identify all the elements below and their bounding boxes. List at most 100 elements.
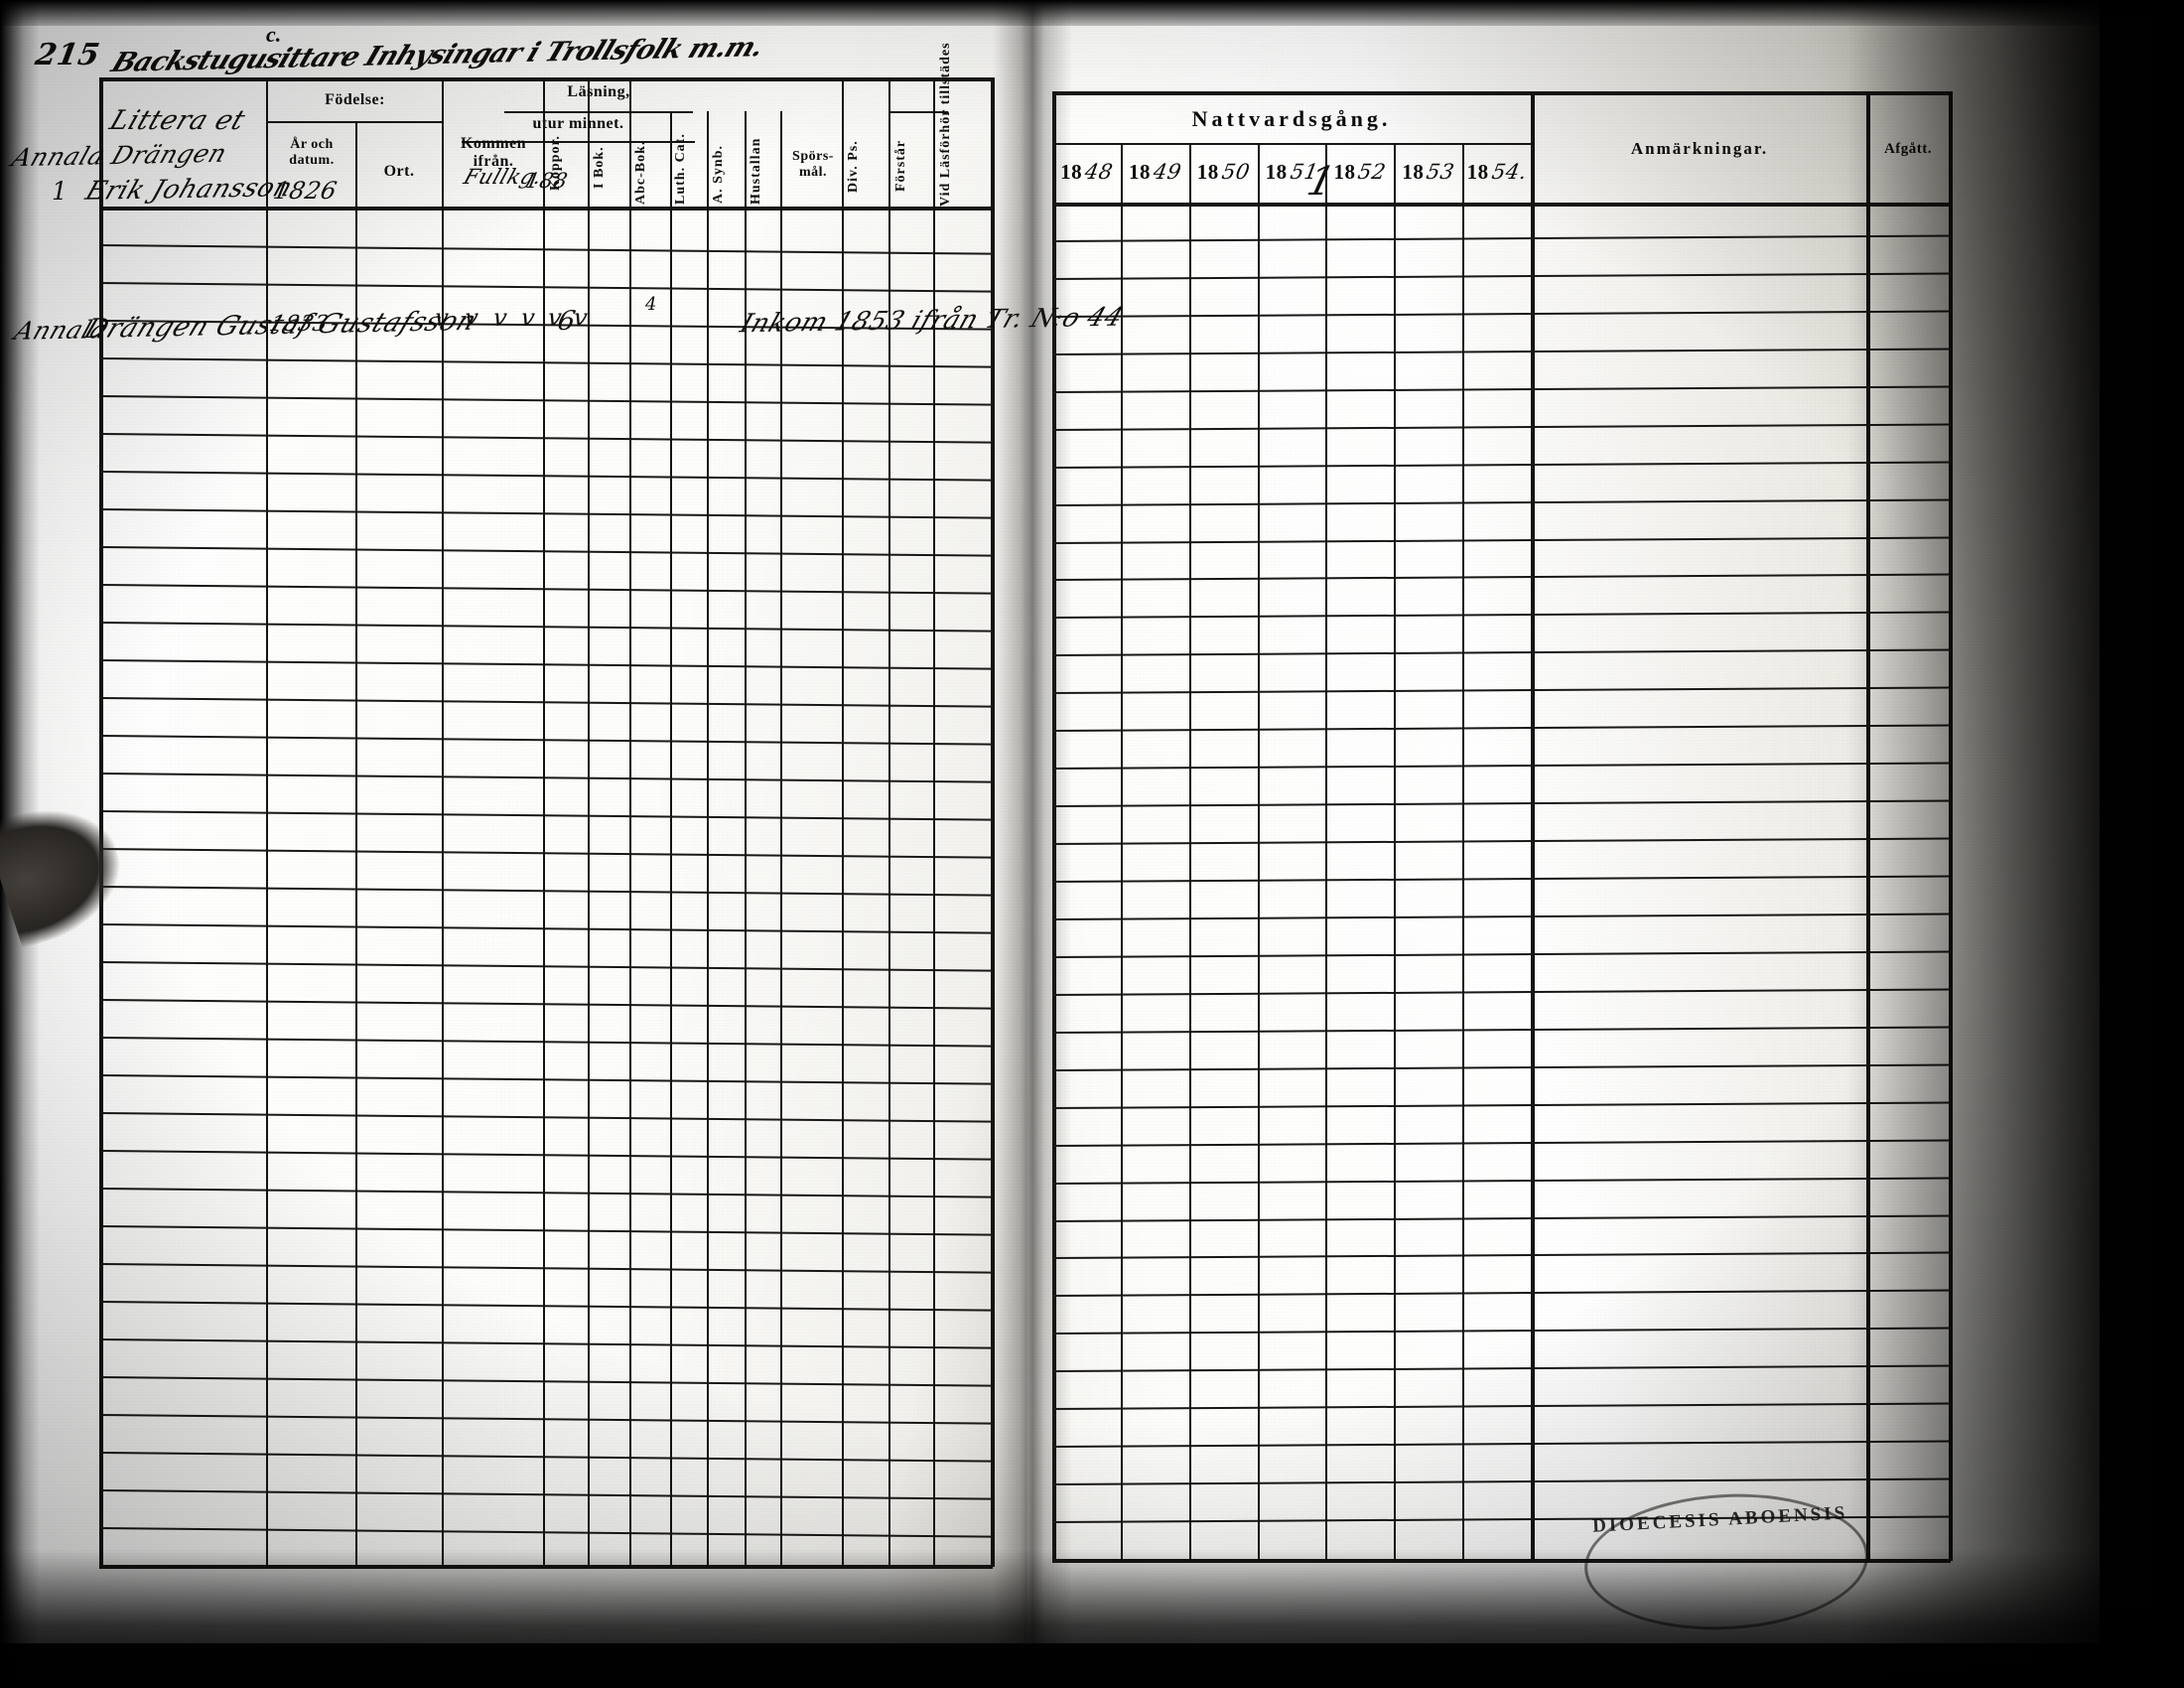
row-rule xyxy=(98,659,993,670)
year-header-1848: 1848 xyxy=(1052,160,1121,185)
col-header-afgatt: Afgått. xyxy=(1883,141,1933,157)
entry-2-vid-lasforhor: 4 xyxy=(645,294,657,315)
col-rule-asynb xyxy=(745,111,747,1565)
table-bottom-rule xyxy=(99,1565,993,1569)
col-rule-anmarkningar-left xyxy=(1531,91,1535,1561)
row-rule xyxy=(1051,1101,1951,1109)
year-header-1852: 1852 xyxy=(1325,160,1394,185)
year-col-rule xyxy=(1188,143,1191,1561)
year-suffix: 54. xyxy=(1489,160,1529,184)
year-suffix: 53 xyxy=(1425,160,1457,184)
row-rule xyxy=(1051,348,1951,355)
year-prefix: 18 xyxy=(1402,160,1425,184)
row-rule xyxy=(98,508,993,519)
year-prefix: 18 xyxy=(1196,160,1219,184)
row-rule xyxy=(1051,1477,1951,1486)
page-number: 215 xyxy=(32,38,103,72)
col-rule-ar xyxy=(355,121,357,1565)
row-rule xyxy=(98,961,993,972)
year-header-1854: 1854. xyxy=(1462,160,1531,185)
right-header-bottom-rule xyxy=(1052,203,1951,207)
year-col-rule xyxy=(1120,143,1123,1561)
col-header-sporsmal: Spörs- mål. xyxy=(792,149,834,180)
row-rule xyxy=(98,1376,993,1387)
row-rule xyxy=(1051,1289,1951,1298)
year-suffix: 49 xyxy=(1151,160,1183,184)
row-rule xyxy=(1051,535,1951,544)
year-prefix: 18 xyxy=(1466,160,1489,184)
row-rule xyxy=(1051,573,1951,582)
row-rule xyxy=(1051,1139,1951,1147)
archive-stamp: DIOECESIS ABOENSIS xyxy=(1585,1502,1858,1625)
col-header-kommen: Kommen ifrån. xyxy=(460,135,527,170)
col-header-div-ps: Div. Ps. xyxy=(846,140,861,194)
year-col-rule xyxy=(1394,143,1397,1561)
row-rule xyxy=(1051,950,1951,958)
row-rule xyxy=(98,1188,993,1198)
row-rule xyxy=(1051,1213,1951,1222)
col-header-hustallan: Hustallan xyxy=(749,137,763,205)
row-rule xyxy=(98,395,993,406)
row-rule xyxy=(98,1414,993,1425)
row-rule xyxy=(1051,648,1951,657)
table-top-rule xyxy=(99,77,993,81)
name-column-header-handwritten: Littera et xyxy=(105,105,250,136)
col-header-ar-datum: År och datum. xyxy=(270,137,353,168)
fodelse-split-rule xyxy=(268,121,442,123)
row-rule xyxy=(98,1301,993,1312)
row-rule xyxy=(98,282,993,293)
row-rule xyxy=(1051,1440,1951,1449)
col-rule-abcbok xyxy=(670,111,672,1565)
header-bottom-rule xyxy=(99,207,993,211)
row-rule xyxy=(98,1150,993,1161)
row-rule xyxy=(1051,272,1951,280)
row-rule xyxy=(1051,724,1951,733)
col-header-a-synb: A. Synb. xyxy=(711,145,726,205)
row-rule xyxy=(98,697,993,708)
row-rule xyxy=(1051,799,1951,808)
row-rule xyxy=(98,622,993,633)
group-header-nattvardsgang: Nattvardsgång. xyxy=(1191,106,1392,131)
row-rule xyxy=(98,471,993,482)
entry-1-ar-datum: 1826 xyxy=(271,177,341,205)
row-rule xyxy=(98,244,993,255)
nattvard-split-rule xyxy=(1052,143,1531,145)
row-rule xyxy=(98,886,993,897)
row-rule xyxy=(1051,1251,1951,1260)
row-rule xyxy=(98,1112,993,1123)
col-rule-kommen xyxy=(543,77,545,1565)
entry-1-namn: Erik Johansson xyxy=(81,173,297,207)
lasning-sub-split-rule xyxy=(462,141,695,143)
row-rule xyxy=(1051,1063,1951,1071)
lasning-split-rule xyxy=(504,111,693,113)
row-rule xyxy=(1051,234,1951,242)
row-rule xyxy=(1051,611,1951,620)
year-suffix: 48 xyxy=(1083,160,1116,184)
row-rule xyxy=(98,735,993,746)
row-rule xyxy=(1051,1026,1951,1034)
col-header-forstar: Förstår xyxy=(893,139,908,193)
top-mark-c: c. xyxy=(266,22,282,47)
row-rule xyxy=(1051,988,1951,996)
row-rule xyxy=(98,1338,993,1349)
row-rule xyxy=(98,546,993,557)
right-page-table: Nattvardsgång. 1848 1849 1850 1851 1852 1853 1… xyxy=(1051,91,1953,1563)
row-rule xyxy=(1051,385,1951,393)
col-header-abc-bok: Abc-Bok. xyxy=(633,140,648,205)
table-left-rule xyxy=(99,77,103,1567)
row-rule xyxy=(98,810,993,821)
left-page-table: Födelse: Läsning, utur minnet. År och da… xyxy=(98,42,995,1569)
year-prefix: 18 xyxy=(1265,160,1288,184)
row-rule xyxy=(1051,762,1951,771)
row-rule xyxy=(1051,310,1951,318)
right-table-top-rule xyxy=(1052,91,1951,95)
year-suffix: 52 xyxy=(1356,160,1389,184)
entry-1-margin-note: Annala Drängen xyxy=(8,138,231,173)
row-rule xyxy=(98,1225,993,1236)
row-rule xyxy=(1051,686,1951,695)
year-prefix: 18 xyxy=(1128,160,1151,184)
col-header-ort: Ort. xyxy=(383,163,415,180)
year-prefix: 18 xyxy=(1333,160,1356,184)
row-rule xyxy=(1051,875,1951,883)
